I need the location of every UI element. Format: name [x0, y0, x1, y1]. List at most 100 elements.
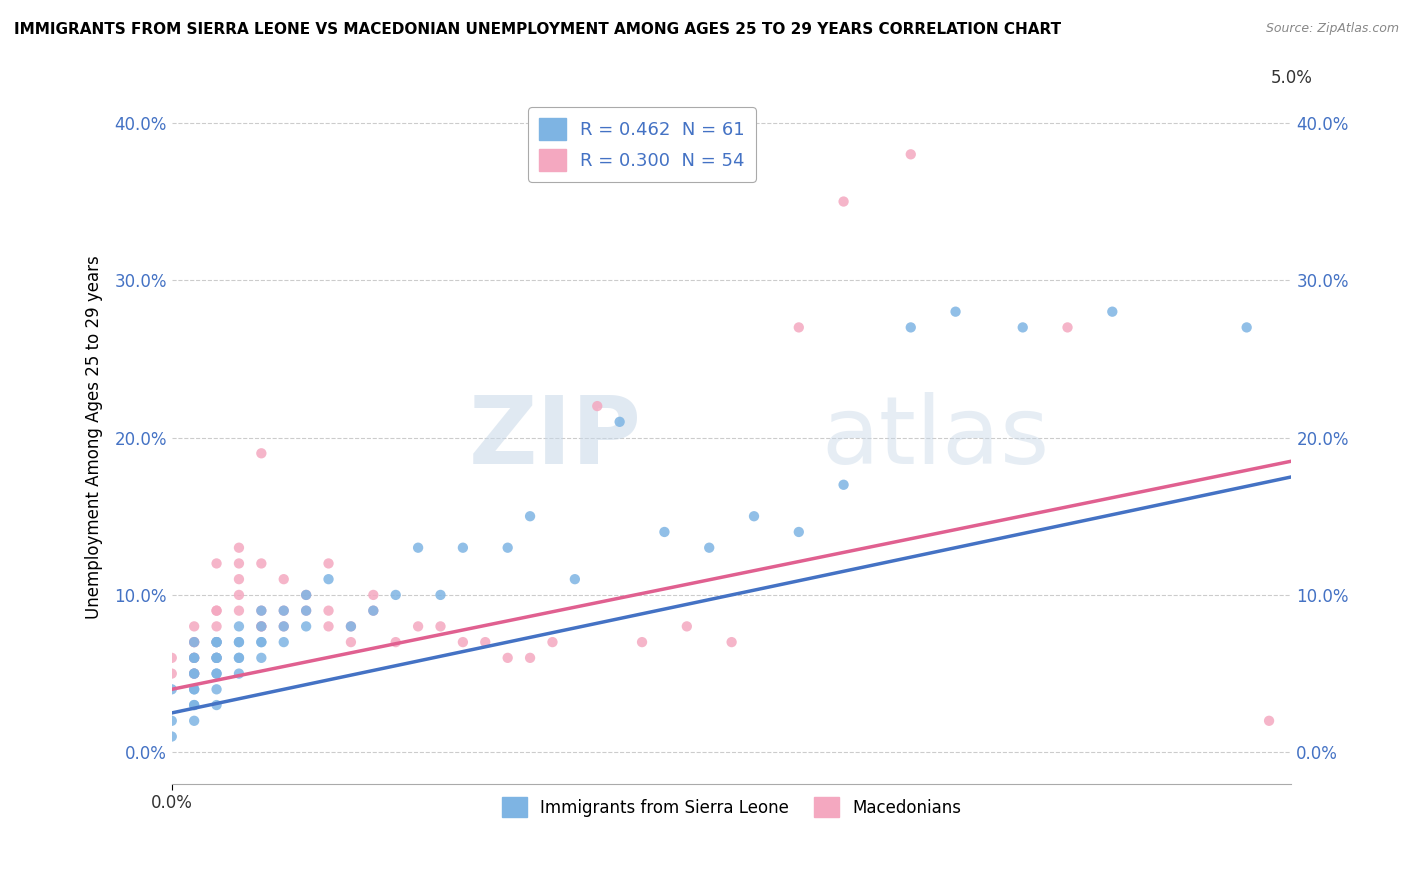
Point [183, 651, 205, 665]
Point [900, 320, 922, 334]
Point [340, 619, 363, 633]
Point [160, 730, 183, 744]
Point [228, 541, 250, 555]
Point [183, 698, 205, 712]
Point [340, 635, 363, 649]
Point [205, 651, 228, 665]
Point [720, 635, 742, 649]
Text: IMMIGRANTS FROM SIERRA LEONE VS MACEDONIAN UNEMPLOYMENT AMONG AGES 25 TO 29 YEAR: IMMIGRANTS FROM SIERRA LEONE VS MACEDONI… [14, 22, 1062, 37]
Point [318, 557, 340, 571]
Point [496, 541, 519, 555]
Point [295, 604, 318, 618]
Point [250, 604, 273, 618]
Point [318, 604, 340, 618]
Point [363, 604, 385, 618]
Point [205, 604, 228, 618]
Point [832, 477, 855, 491]
Point [228, 651, 250, 665]
Point [609, 415, 631, 429]
Point [675, 619, 697, 633]
Point [451, 541, 474, 555]
Point [160, 714, 183, 728]
Point [183, 666, 205, 681]
Point [205, 557, 228, 571]
Point [429, 619, 451, 633]
Point [250, 446, 273, 460]
Point [205, 604, 228, 618]
Point [787, 524, 810, 539]
Point [228, 666, 250, 681]
Point [205, 619, 228, 633]
Point [1056, 320, 1078, 334]
Point [318, 619, 340, 633]
Point [160, 666, 183, 681]
Point [183, 698, 205, 712]
Point [697, 541, 720, 555]
Text: Source: ZipAtlas.com: Source: ZipAtlas.com [1265, 22, 1399, 36]
Point [228, 557, 250, 571]
Point [273, 604, 295, 618]
Point [295, 588, 318, 602]
Point [273, 572, 295, 586]
Point [787, 320, 810, 334]
Point [205, 635, 228, 649]
Text: ZIP: ZIP [470, 392, 643, 483]
Point [183, 651, 205, 665]
Point [228, 572, 250, 586]
Point [205, 635, 228, 649]
Point [519, 651, 541, 665]
Point [160, 682, 183, 697]
Point [340, 619, 363, 633]
Point [228, 651, 250, 665]
Point [945, 304, 967, 318]
Point [295, 619, 318, 633]
Point [183, 651, 205, 665]
Point [250, 651, 273, 665]
Point [228, 635, 250, 649]
Point [1258, 714, 1281, 728]
Point [250, 635, 273, 649]
Point [205, 651, 228, 665]
Point [900, 147, 922, 161]
Point [273, 619, 295, 633]
Point [384, 635, 406, 649]
Point [1011, 320, 1033, 334]
Point [363, 588, 385, 602]
Point [363, 604, 385, 618]
Point [384, 588, 406, 602]
Point [564, 572, 586, 586]
Point [631, 635, 654, 649]
Point [429, 588, 451, 602]
Text: atlas: atlas [821, 392, 1049, 483]
Point [406, 541, 429, 555]
Point [250, 604, 273, 618]
Point [295, 604, 318, 618]
Point [205, 651, 228, 665]
Point [205, 651, 228, 665]
Point [250, 557, 273, 571]
Point [183, 682, 205, 697]
Point [228, 604, 250, 618]
Point [586, 399, 609, 413]
Point [406, 619, 429, 633]
Point [451, 635, 474, 649]
Point [519, 509, 541, 524]
Point [250, 635, 273, 649]
Point [496, 651, 519, 665]
Point [183, 714, 205, 728]
Point [318, 572, 340, 586]
Point [183, 619, 205, 633]
Point [250, 619, 273, 633]
Point [541, 635, 564, 649]
Point [228, 619, 250, 633]
Point [183, 666, 205, 681]
Point [273, 604, 295, 618]
Point [183, 635, 205, 649]
Point [205, 698, 228, 712]
Point [205, 682, 228, 697]
Point [183, 666, 205, 681]
Point [295, 588, 318, 602]
Point [474, 635, 496, 649]
Point [183, 651, 205, 665]
Y-axis label: Unemployment Among Ages 25 to 29 years: Unemployment Among Ages 25 to 29 years [86, 256, 103, 619]
